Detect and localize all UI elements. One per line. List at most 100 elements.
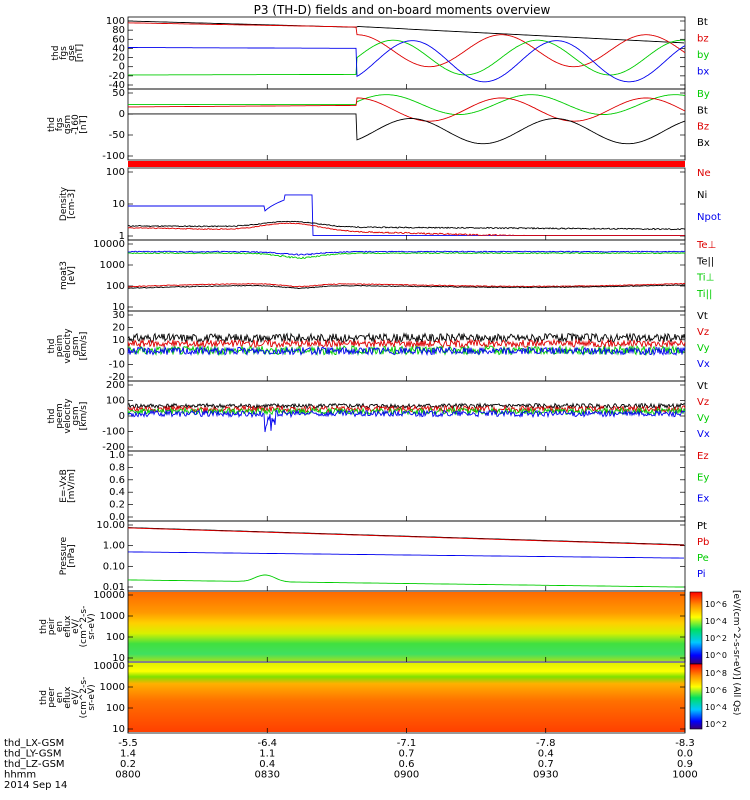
y-tick-label: 0.6 [109,475,125,486]
y-tick-label: -20 [109,71,125,82]
y-axis-label: eflux [63,686,73,709]
colorbar-tick-label: 10^8 [705,669,727,678]
x-tick-label: 0.0 [677,749,693,760]
colorbar-tick-label: 10^2 [705,634,727,643]
panel-frame [127,16,686,90]
line-Pb [127,527,685,546]
line-Te-perp [127,282,686,288]
legend-entry: Ne [697,168,711,179]
legend-entry: Ti|| [696,289,712,300]
x-tick-label: 0830 [255,770,280,781]
legend-entry: Pi [697,569,706,580]
legend-entry: Ti⊥ [696,273,714,284]
y-tick-label: 0.2 [109,500,125,511]
y-tick-label: 100 [106,167,125,178]
y-axis-label: Pressure [59,536,69,575]
line-Vx [127,345,686,356]
y-tick-label: 40 [112,43,125,54]
legend-entry: Te⊥ [696,240,716,251]
legend-entry: by [697,50,709,61]
y-axis-label: [nT] [79,115,89,133]
figure-title: P3 (TH-D) fields and on-board moments ov… [254,3,551,17]
line-Pi [128,551,684,559]
y-axis-label: [km/s] [79,402,89,431]
y-tick-label: 200 [106,380,125,391]
y-axis-label: en [55,692,65,703]
y-tick-label: -20 [109,372,125,383]
legend-entry: Ex [697,494,709,505]
y-tick-label: 0.0 [109,512,125,523]
y-tick-label: -100 [102,427,125,438]
y-tick-label: -10 [109,360,125,371]
y-tick-label: 0 [119,62,125,73]
x-tick-label: 0.4 [259,759,275,770]
y-axis-label: moat3 [59,261,69,290]
x-tick-label: -6.4 [257,738,277,749]
legend-entry: bz [697,34,709,45]
y-axis-label: en [55,621,65,632]
legend-entry: Vt [697,311,708,322]
y-tick-label: 20 [112,53,125,64]
panel-frame [127,239,686,312]
y-tick-label: 0.10 [103,561,125,572]
legend-entry: Te|| [696,256,714,267]
y-axis-label: thd [39,690,49,705]
y-axis-label: [km/s] [79,332,89,361]
legend-entry: Pe [697,553,709,564]
legend-entry: Bt [697,17,708,28]
y-axis-label: velocity [63,398,73,434]
y-tick-label: -100 [102,151,125,162]
spectrogram-ion [128,592,685,661]
line-Pe [128,574,684,588]
y-tick-label: 100 [106,703,125,714]
x-tick-label: 0.6 [399,759,415,770]
y-tick-label: -50 [109,130,125,141]
line-bx [128,40,686,83]
y-tick-label: 20 [112,322,125,333]
x-row-label: thd_LX-GSM [4,738,64,749]
y-tick-label: -40 [109,80,125,91]
y-tick-label: 0 [119,347,125,358]
y-axis-label: peir [47,617,57,635]
y-axis-label: velocity [63,328,73,364]
legend-entry: Vy [697,343,710,354]
y-tick-label: 10 [112,335,125,346]
y-tick-label: 10 [112,724,125,735]
x-tick-label: -7.1 [397,738,417,749]
legend-entry: Ey [697,472,709,483]
y-tick-label: 1000 [100,611,125,622]
legend-entry: Vz [697,397,709,408]
panel-frame [127,450,686,522]
x-tick-label: 0.4 [538,749,554,760]
spectrogram-electron [128,663,685,732]
y-tick-label: 0.01 [103,582,125,593]
y-tick-label: 1.00 [103,541,125,552]
y-tick-label: 10000 [93,590,125,601]
y-tick-label: 10000 [93,661,125,672]
legend-entry: Bz [697,122,709,133]
x-tick-label: 0.7 [399,749,415,760]
y-axis-label: gsm [71,406,81,425]
line-Vx [127,408,686,433]
y-tick-label: 0 [119,411,125,422]
y-axis-label: (cm^2-s- [79,677,89,719]
y-tick-label: 100 [106,16,125,27]
y-axis-label: (cm^2-s- [79,606,89,648]
x-tick-label: 0930 [533,770,558,781]
x-tick-label: -5.5 [118,738,138,749]
y-axis-label: peem [55,403,65,429]
y-tick-label: 30 [112,310,125,321]
y-axis-label: peim [55,335,65,358]
line-Vt [127,402,686,410]
x-row-label: hhmm [4,770,36,781]
panel-frame [127,88,686,161]
x-row-label: thd_LY-GSM [4,749,61,760]
line-Bz [128,97,686,122]
y-tick-label: 0 [119,109,125,120]
y-axis-label: E=-VxB [59,469,69,503]
y-axis-label: peer [47,687,57,708]
line-Bt [127,20,685,44]
y-axis-label: thd [51,46,61,61]
